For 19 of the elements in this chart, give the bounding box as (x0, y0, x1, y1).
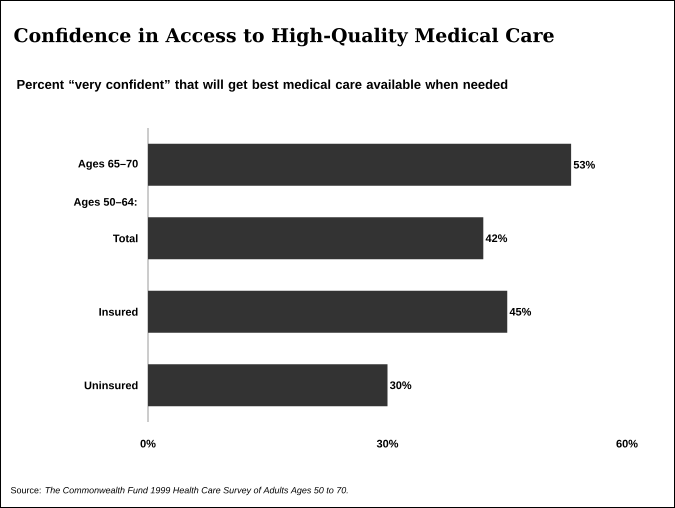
bar (148, 364, 388, 406)
bar (148, 144, 572, 186)
x-tick-label: 30% (376, 440, 398, 448)
bar (148, 290, 508, 333)
data-label: 42% (486, 234, 508, 242)
bar (148, 217, 484, 260)
x-tick-label: 0% (140, 440, 156, 448)
data-label: 45% (510, 308, 532, 316)
chart-subtitle: Percent “very confident” that will get best medical care available when needed (17, 80, 508, 92)
source-note: Source: The Commonwealth Fund 1999 Health Care Survey of Adults Ages 50 to 70. (10, 486, 348, 496)
chart-title: Confidence in Access to High-Quality Medical Care (14, 28, 554, 46)
y-tick-label: Uninsured (84, 381, 138, 390)
y-tick-label: Total (112, 234, 138, 242)
text: Ages 50–64: (74, 198, 136, 208)
x-tick-label: 60% (616, 440, 638, 448)
y-tick-label: Ages 65–70 (78, 160, 138, 170)
data-label: 53% (574, 160, 595, 169)
data-label: 30% (390, 381, 412, 390)
y-tick-label: Insured (99, 308, 138, 316)
